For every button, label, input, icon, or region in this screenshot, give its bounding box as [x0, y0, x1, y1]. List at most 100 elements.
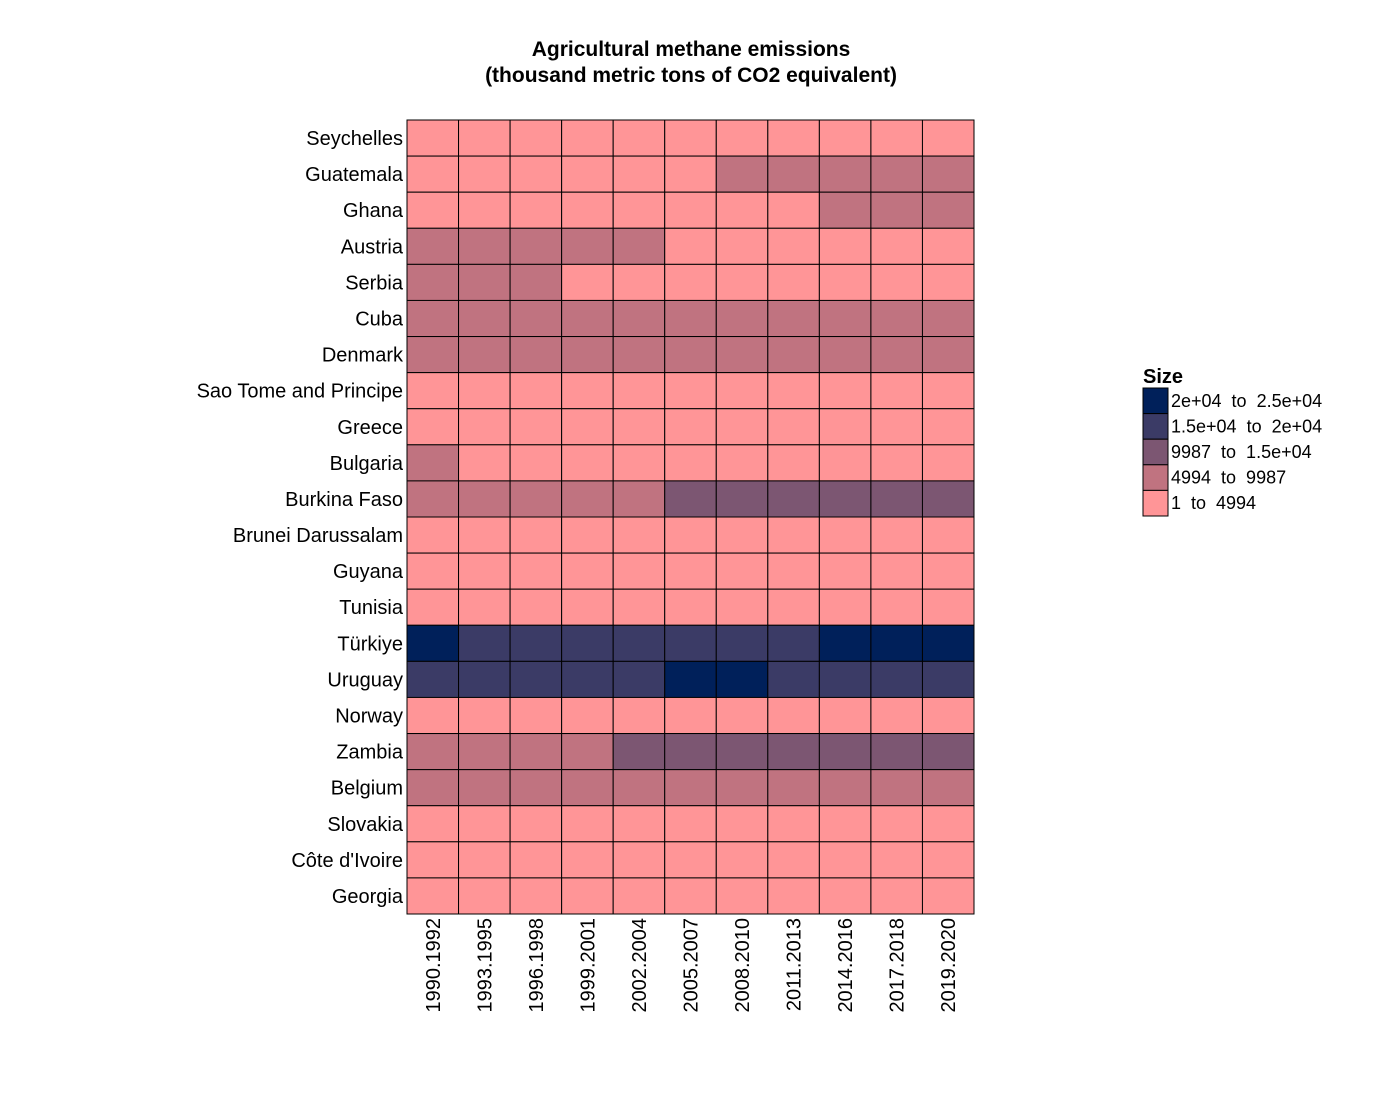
heatmap-cell [406, 299, 460, 338]
heatmap-cell [406, 769, 460, 807]
legend-title: Size [1143, 366, 1183, 388]
legend-key [1142, 413, 1169, 440]
heatmap-cell [870, 841, 923, 879]
heatmap-cell [509, 155, 563, 193]
legend-label: 4994 to 9987 [1171, 468, 1286, 488]
heatmap-cell [715, 263, 769, 301]
heatmap-cell [612, 444, 666, 482]
heatmap-cell [921, 516, 975, 554]
heatmap-cell [664, 516, 717, 554]
heatmap-cell [715, 877, 769, 915]
heatmap-cell [561, 696, 614, 735]
heatmap-cell [818, 299, 872, 338]
heatmap-cell [458, 408, 511, 446]
row-label: Norway [335, 706, 403, 728]
heatmap-cell [406, 119, 460, 157]
heatmap-cell [612, 299, 666, 338]
heatmap-cell [509, 696, 563, 735]
legend-label: 9987 to 1.5e+04 [1171, 442, 1312, 462]
heatmap-cell [612, 480, 666, 518]
heatmap-cell [406, 805, 460, 843]
heatmap-cell [509, 841, 563, 879]
heatmap-cell [406, 877, 460, 915]
row-label: Slovakia [327, 814, 403, 836]
heatmap-cell [509, 624, 563, 662]
heatmap-cell [458, 119, 511, 157]
heatmap-cell [715, 372, 769, 410]
heatmap-cell [458, 841, 511, 879]
heatmap-cell [767, 408, 820, 446]
heatmap-cell [870, 480, 923, 518]
legend-key [1142, 489, 1169, 517]
heatmap-cell [458, 877, 511, 915]
heatmap-cell [767, 372, 820, 410]
heatmap-cell [870, 155, 923, 193]
heatmap-cell [664, 263, 717, 301]
heatmap-cell [715, 696, 769, 735]
heatmap-cell [767, 155, 820, 193]
heatmap-cell [921, 696, 975, 735]
heatmap-cell [715, 480, 769, 518]
heatmap-cell [767, 336, 820, 374]
heatmap-cell [561, 624, 614, 662]
heatmap-cell [818, 516, 872, 554]
heatmap-cell [458, 299, 511, 338]
heatmap-cell [612, 733, 666, 771]
heatmap-cell [509, 191, 563, 229]
heatmap-cell [818, 877, 872, 915]
row-label: Uruguay [327, 669, 403, 691]
row-label: Türkiye [337, 633, 403, 655]
heatmap-cell [561, 263, 614, 301]
heatmap-cell [406, 227, 460, 265]
row-label: Georgia [332, 886, 404, 908]
heatmap-cell [870, 336, 923, 374]
heatmap-cell [509, 769, 563, 807]
heatmap-cell [818, 444, 872, 482]
column-label: 2014.2016 [835, 918, 857, 1013]
heatmap-cell [458, 733, 511, 771]
heatmap-cell [715, 408, 769, 446]
heatmap-cell [870, 588, 923, 626]
heatmap-cell [458, 696, 511, 735]
heatmap-cell [870, 408, 923, 446]
heatmap-cell [561, 408, 614, 446]
heatmap-cell [818, 372, 872, 410]
heatmap-cell [715, 191, 769, 229]
heatmap-cell [509, 516, 563, 554]
heatmap-cell [612, 119, 666, 157]
heatmap-cell [664, 769, 717, 807]
heatmap-cell [767, 263, 820, 301]
heatmap-cell [561, 227, 614, 265]
heatmap-cell [921, 227, 975, 265]
heatmap-cell [767, 516, 820, 554]
heatmap-cell [870, 733, 923, 771]
heatmap-cell [458, 444, 511, 482]
heatmap-cell [509, 372, 563, 410]
heatmap-cell [767, 733, 820, 771]
heatmap-cell [818, 696, 872, 735]
heatmap-cell [561, 769, 614, 807]
heatmap-cell [664, 372, 717, 410]
heatmap-cell [818, 769, 872, 807]
heatmap-cell [561, 336, 614, 374]
heatmap-cell [921, 624, 975, 662]
row-label: Cuba [355, 309, 404, 331]
heatmap-cell [561, 805, 614, 843]
heatmap-cell [921, 155, 975, 193]
column-labels: 1990.1992 1993.1995 1996.1998 1999.2001 2002… [423, 918, 960, 1013]
heatmap-cell [509, 805, 563, 843]
heatmap-cell [509, 227, 563, 265]
column-label: 1996.1998 [526, 918, 548, 1013]
heatmap-cell [767, 769, 820, 807]
heatmap-cell [921, 263, 975, 301]
heatmap-cell [870, 552, 923, 590]
heatmap-cell [561, 119, 614, 157]
heatmap-cell [870, 769, 923, 807]
heatmap-cell [664, 336, 717, 374]
heatmap-cell [715, 516, 769, 554]
heatmap-cell [715, 624, 769, 662]
heatmap-cell [818, 660, 872, 698]
column-label: 2005.2007 [681, 918, 703, 1013]
heatmap-cell [818, 624, 872, 662]
